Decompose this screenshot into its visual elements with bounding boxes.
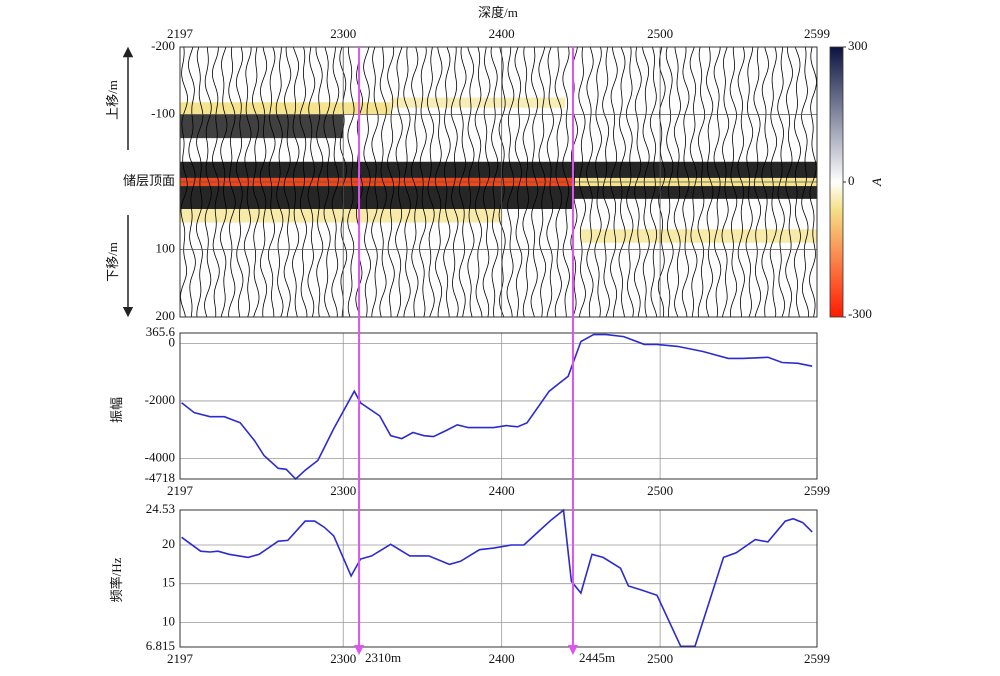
marker-arrow: [567, 645, 578, 655]
x-tick-label: 2599: [804, 26, 830, 41]
x-tick-label: 2197: [167, 26, 194, 41]
plot-area: [180, 510, 817, 647]
y-axis-title: 下移/m: [105, 242, 120, 282]
y-axis-title: 振幅: [109, 397, 124, 423]
plot-area: [180, 333, 817, 479]
x-tick-label: 2400: [489, 483, 515, 498]
seismic-texture: [180, 46, 817, 318]
y-tick-label: 24.53: [146, 501, 175, 516]
data-line: [181, 508, 813, 648]
y-tick-label: 200: [156, 308, 176, 323]
y-tick-label: 0: [169, 334, 176, 349]
seismic-band: [580, 229, 817, 243]
x-tick-label: 2300: [330, 483, 356, 498]
colorbar-label: A: [869, 178, 884, 187]
x-tick-label: 2500: [647, 651, 673, 666]
y-axis-title: 上移/m: [105, 80, 120, 120]
y-tick-label: -2000: [145, 392, 175, 407]
y-tick-label: 储层顶面: [123, 173, 175, 188]
colorbar: [829, 46, 844, 318]
y-tick-label: 365.6: [146, 324, 176, 339]
plot-frame: [179, 332, 818, 480]
plot-frame: [179, 46, 818, 318]
colorbar-tick-label: -300: [848, 306, 872, 321]
x-tick-label: 2400: [489, 651, 515, 666]
y-tick-label: 20: [162, 536, 175, 551]
x-tick-label: 2300: [330, 651, 356, 666]
y-tick-label: 100: [156, 240, 176, 255]
seismic-band: [180, 161, 817, 178]
colorbar-tick-label: 300: [848, 38, 868, 53]
x-tick-label: 2197: [167, 651, 194, 666]
x-tick-label: 2197: [167, 483, 194, 498]
marker-label: 2445m: [579, 650, 615, 665]
y-tick-label: -200: [151, 38, 175, 53]
y-axis-title: 频率/Hz: [109, 557, 124, 602]
y-tick-label: 15: [162, 575, 175, 590]
y-tick-label: 6.815: [146, 638, 175, 653]
marker-arrow: [354, 645, 365, 655]
y-tick-label: 10: [162, 613, 175, 628]
x-tick-label: 2599: [804, 483, 830, 498]
seismic-band: [180, 209, 502, 223]
marker-label: 2310m: [365, 650, 401, 665]
x-tick-label: 2500: [647, 26, 673, 41]
x-tick-label: 2599: [804, 651, 830, 666]
x-axis-title: 深度/m: [478, 5, 518, 20]
colorbar-tick-label: 0: [848, 173, 855, 188]
y-tick-label: -4000: [145, 449, 175, 464]
x-tick-label: 2300: [330, 26, 356, 41]
y-tick-label: -100: [151, 105, 175, 120]
y-tick-label: -4718: [145, 470, 175, 485]
seismic-band: [390, 97, 566, 108]
data-line: [181, 333, 813, 481]
plot-frame: [179, 509, 818, 648]
x-tick-label: 2500: [647, 483, 673, 498]
seismic-band: [180, 114, 344, 139]
x-tick-label: 2400: [489, 26, 515, 41]
seismic-band: [572, 186, 817, 199]
